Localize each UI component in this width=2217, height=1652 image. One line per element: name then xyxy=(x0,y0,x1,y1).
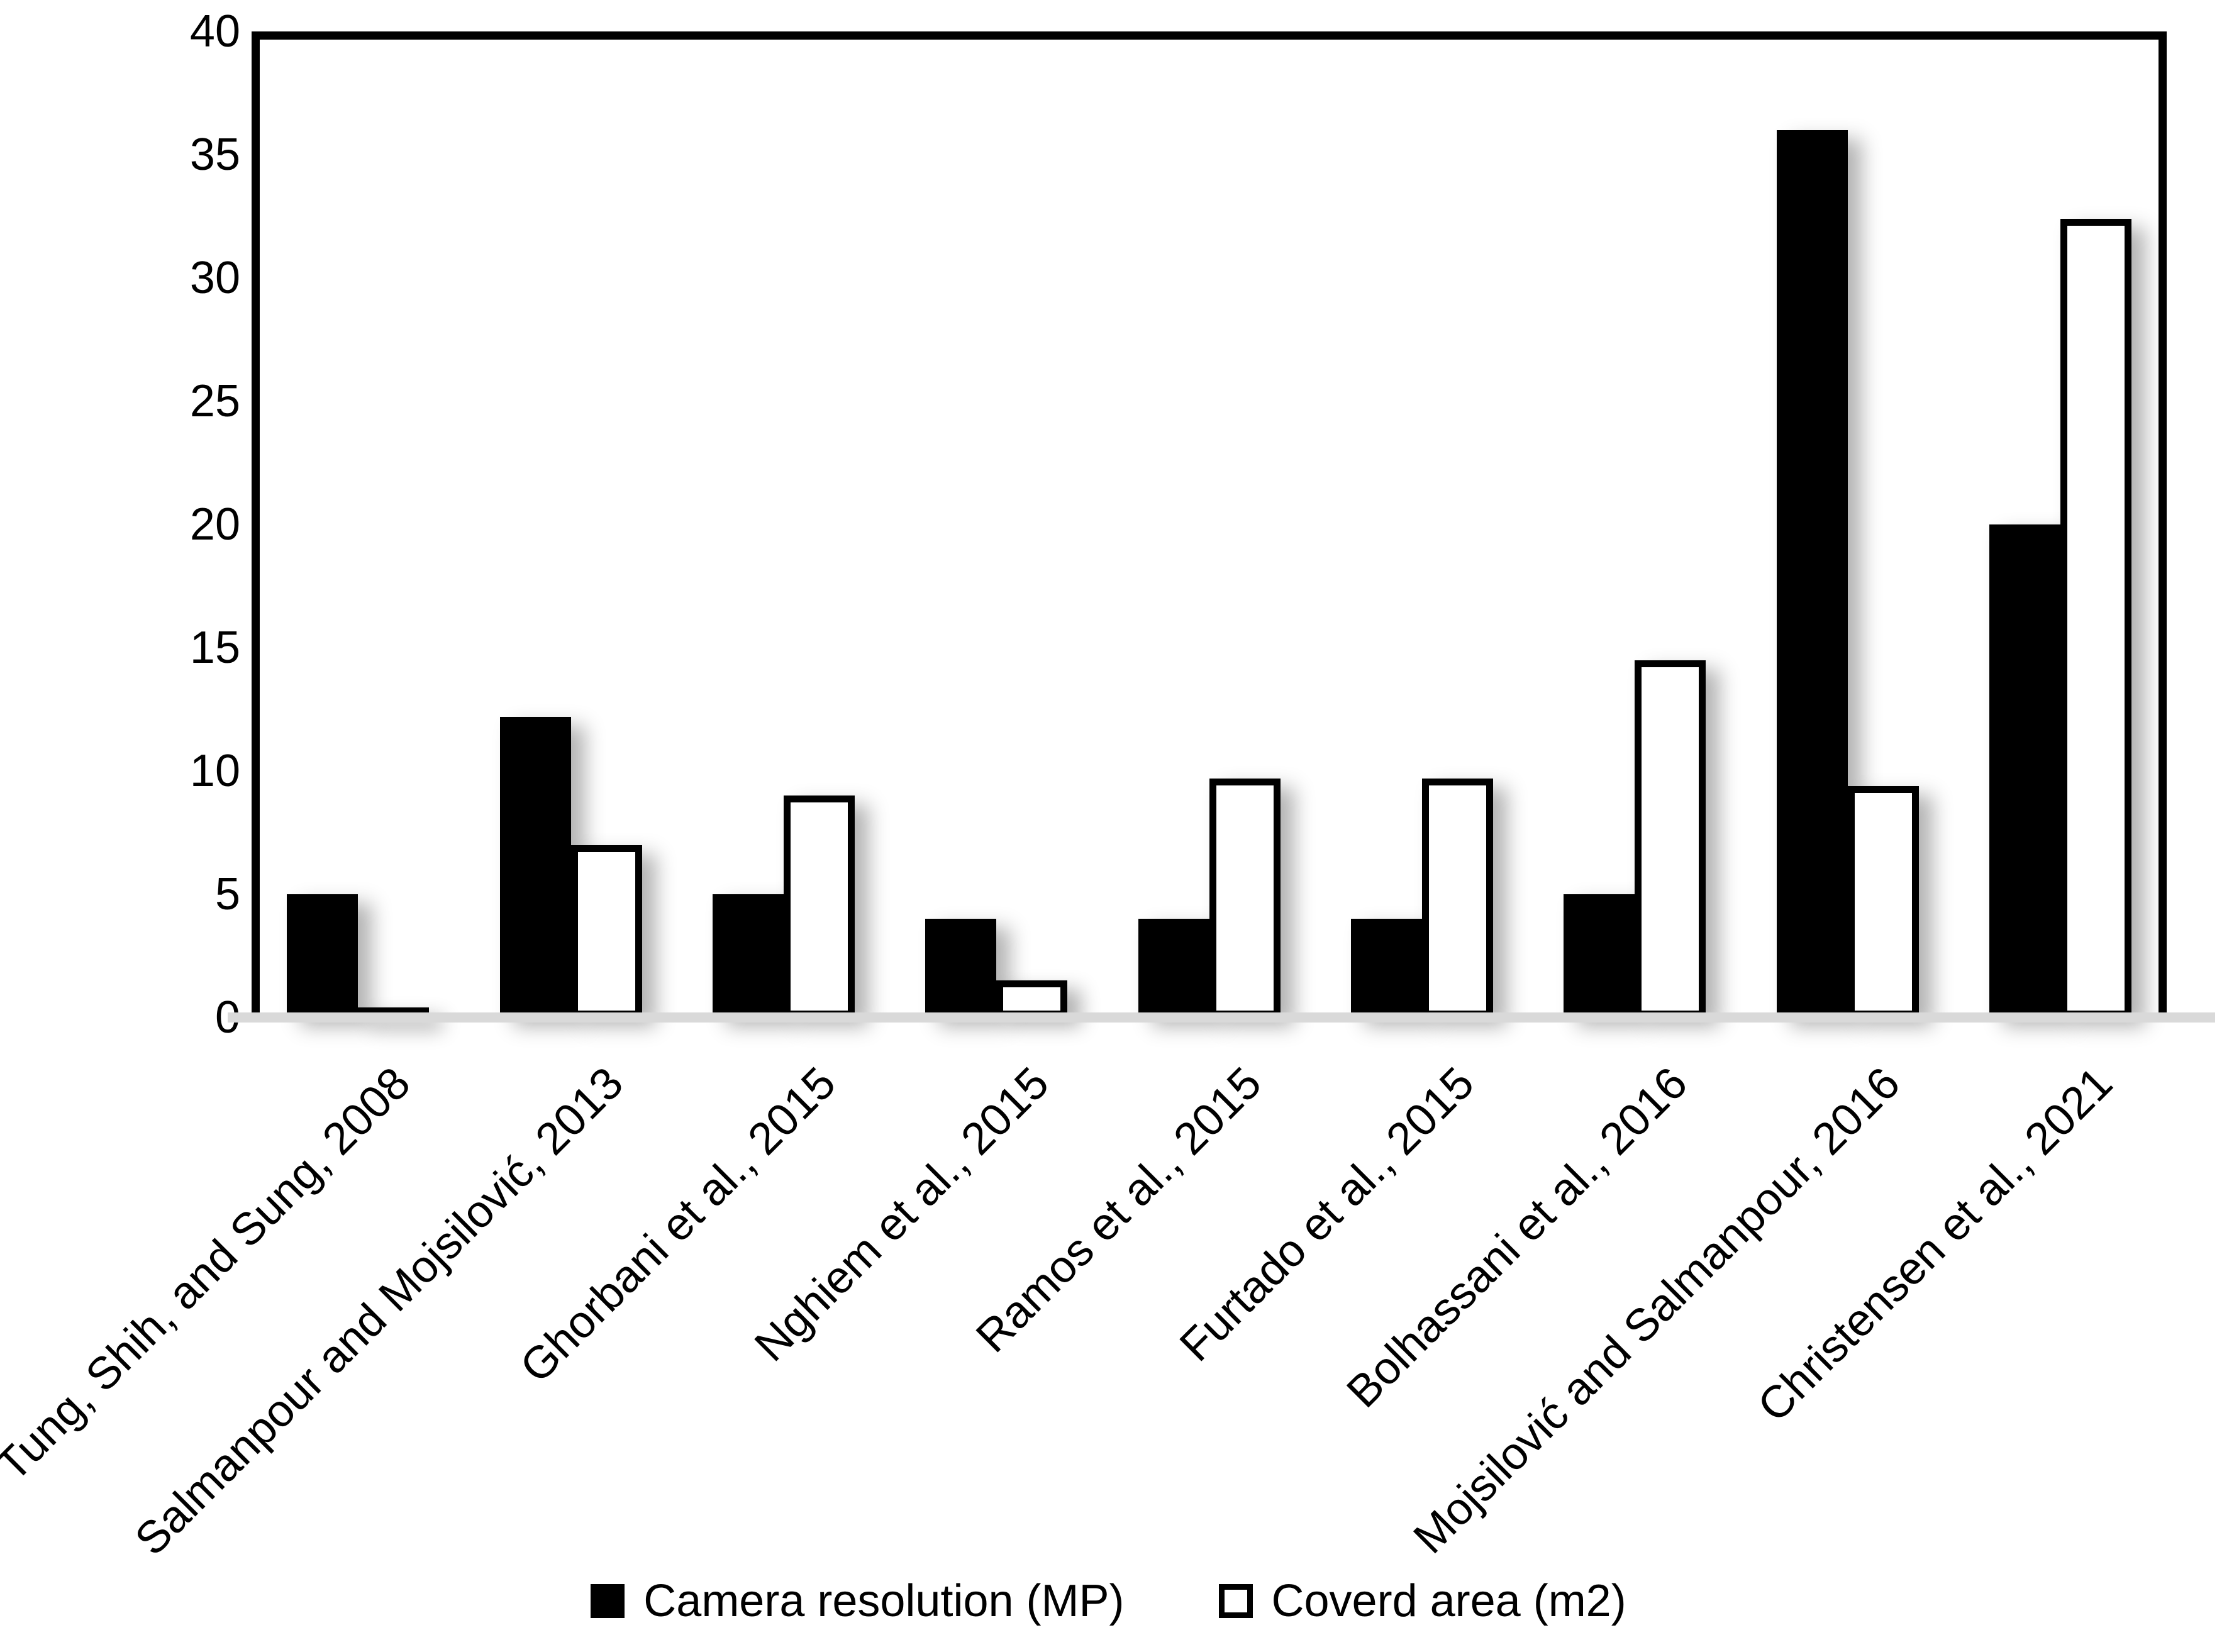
y-axis-tick-label: 35 xyxy=(189,130,240,180)
bar-camera-resolution xyxy=(1564,894,1635,1017)
bar-camera-resolution xyxy=(1138,919,1209,1017)
y-axis-tick-label: 25 xyxy=(189,376,240,426)
bar-camera-resolution xyxy=(499,716,571,1017)
y-axis-tick-label: 20 xyxy=(189,499,240,550)
bar-coverd-area xyxy=(1847,785,1919,1017)
legend-swatch-outlined-square xyxy=(1218,1584,1253,1618)
y-axis-tick-label: 0 xyxy=(70,991,240,1044)
legend-swatch-filled-square xyxy=(591,1584,625,1618)
y-axis-tick-label: 10 xyxy=(189,746,240,796)
bar-coverd-area xyxy=(2060,218,2131,1017)
bar-camera-resolution xyxy=(1350,919,1422,1017)
bar-camera-resolution xyxy=(1776,130,1848,1017)
y-axis-tick-label: 40 xyxy=(189,6,240,57)
legend-item-coverd-area: Coverd area (m2) xyxy=(1218,1575,1626,1627)
y-axis-tick-label: 30 xyxy=(189,253,240,303)
bar-coverd-area xyxy=(1209,778,1281,1017)
bar-coverd-area xyxy=(1421,778,1493,1017)
bar-camera-resolution xyxy=(1989,524,2060,1017)
y-axis-tick-label: 15 xyxy=(189,623,240,673)
bar-camera-resolution xyxy=(287,894,358,1017)
bar-coverd-area xyxy=(783,796,855,1017)
bar-camera-resolution xyxy=(925,919,997,1017)
x-axis-line xyxy=(228,1012,2215,1023)
legend-item-camera-resolution: Camera resolution (MP) xyxy=(591,1575,1125,1627)
bar-coverd-area xyxy=(570,845,642,1017)
y-axis-tick-label: 5 xyxy=(214,869,240,919)
legend-label-coverd-area: Coverd area (m2) xyxy=(1271,1576,1626,1626)
bar-coverd-area xyxy=(1635,660,1706,1017)
bar-camera-resolution xyxy=(712,894,784,1017)
legend-label-camera-resolution: Camera resolution (MP) xyxy=(643,1576,1125,1626)
legend: Camera resolution (MP) Coverd area (m2) xyxy=(0,1575,2217,1627)
plot-frame xyxy=(252,31,2167,1017)
